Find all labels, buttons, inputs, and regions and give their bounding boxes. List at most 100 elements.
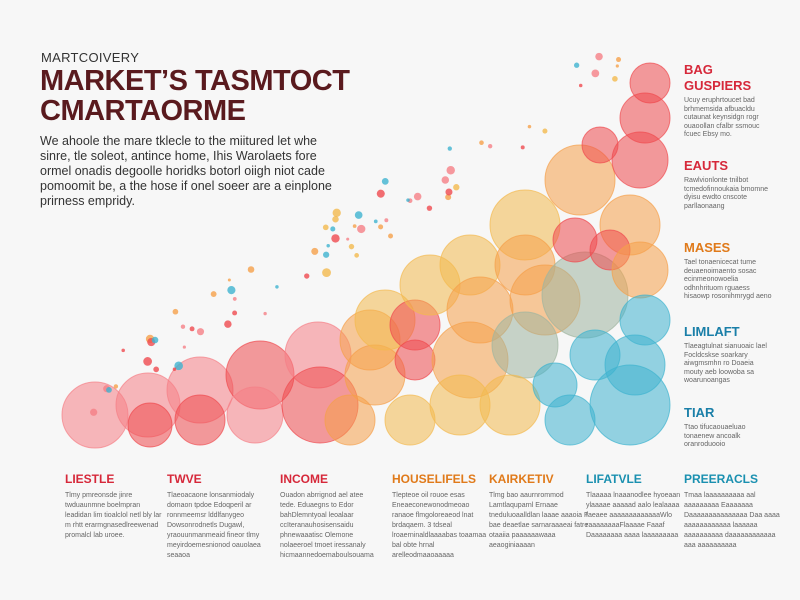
dot (378, 224, 384, 230)
bubble (569, 329, 621, 381)
bubble (324, 394, 376, 446)
dot (542, 128, 548, 134)
dot (388, 233, 394, 239)
dot (210, 291, 217, 298)
dot (121, 348, 125, 353)
dot (446, 166, 455, 175)
dot (172, 308, 179, 315)
side-label-text: Tlaeagtulnat sianuoaic lael Focldcskse s… (684, 343, 767, 384)
bubble (127, 402, 173, 448)
dot (384, 218, 389, 223)
dot (224, 320, 232, 328)
dot (153, 366, 160, 373)
dot (376, 189, 385, 198)
dot (311, 247, 319, 255)
dot (247, 266, 255, 273)
category-title: HOUSELIFELS (392, 472, 477, 486)
dot (615, 64, 619, 68)
side-label: MASES Tael tonaenicecat tume deuaenoimaen… (684, 240, 774, 302)
category-column: LIFATVLE Tlaaaaa lnaaanodlee hyoeaan ylaa… (586, 472, 686, 541)
dot (322, 224, 329, 231)
category-title: LIESTLE (65, 472, 115, 486)
dot (381, 177, 389, 185)
dot (413, 192, 422, 201)
dot (595, 52, 603, 61)
dot (348, 243, 355, 250)
dot (346, 237, 350, 241)
dot (447, 146, 452, 151)
side-label-title: LIMLAFT (684, 324, 740, 339)
side-label-text: Tael tonaenicecat tume deuaenoimaento so… (684, 259, 772, 300)
bubble (629, 62, 671, 104)
dot (441, 176, 450, 184)
dot (612, 76, 618, 82)
dot (232, 310, 238, 316)
category-column: INCOME Ouadon abrrignod ael atee tede. Ed… (280, 472, 380, 561)
category-column: KAIRKETIV Tlmg bao aaurnrommod Lamtlaqupa… (489, 472, 589, 551)
dot (331, 234, 340, 243)
dot (263, 311, 267, 316)
dot (323, 251, 330, 258)
side-label: EAUTS Rawlvionlonte tnilbot tcmedofinnouk… (684, 158, 774, 211)
dot (357, 224, 366, 234)
dot (326, 243, 330, 248)
side-label-title: MASES (684, 240, 731, 255)
category-text: Tlaeoacaone lonsanmiodaly domaon tpdoe E… (167, 492, 261, 559)
category-text: Tlaaaaa lnaaanodlee hyoeaan ylaaaae aaaa… (586, 492, 681, 539)
dot (172, 367, 177, 371)
bubble (544, 394, 596, 446)
bubble (394, 339, 436, 381)
category-column: PREERACLS Tmaa laaaaaaaaaa aal aaaaaaaaa … (684, 472, 784, 551)
dot (445, 188, 453, 196)
dot (373, 219, 378, 224)
intro-text: We ahoole the mare tklecle to the miitur… (40, 134, 332, 208)
bubble (384, 394, 436, 446)
category-title: LIFATVLE (586, 472, 642, 486)
side-label: LIMLAFT Tlaeagtulnat sianuoaic lael Focld… (684, 324, 774, 386)
dot (90, 408, 98, 416)
bubble (611, 241, 669, 299)
dot (520, 145, 525, 150)
category-column: LIESTLE Tlmy pmreonsde jinre twduaunmne b… (65, 472, 165, 541)
side-label-title: EAUTS (684, 158, 729, 173)
dot (113, 384, 119, 389)
category-column: TWVE Tlaeoacaone lonsanmiodaly domaon tpd… (167, 472, 267, 561)
dot (232, 297, 237, 301)
dot (227, 286, 236, 295)
dot (332, 215, 339, 223)
page-title: MARKET’S TASMTOCT CMARTAORME (40, 65, 350, 127)
bubble (226, 386, 284, 444)
bubble (491, 311, 559, 379)
dot (479, 140, 484, 146)
category-title: TWVE (167, 472, 202, 486)
dot (406, 198, 410, 202)
dot (445, 194, 452, 201)
category-title: INCOME (280, 472, 328, 486)
dot (143, 357, 152, 366)
dot (352, 224, 357, 228)
side-label-text: Rawlvionlonte tnilbot tcmedofinnoukaia b… (684, 177, 769, 210)
side-label-text: Ttao tifucaouaeluao tonaenew ancoalk ora… (684, 424, 746, 448)
bubble (174, 394, 226, 446)
dot (591, 69, 600, 78)
title-line-2: CMARTAORME (40, 95, 246, 127)
kicker: MARTCOIVERY (41, 50, 140, 65)
dot (354, 253, 359, 258)
dot (573, 62, 580, 68)
dot (354, 211, 363, 219)
side-label-title: BAG GUSPIERS (684, 62, 752, 93)
category-text: Tlepteoe oil rouoe esas Eneaeconewonodme… (392, 492, 487, 559)
dot (304, 273, 310, 279)
title-line-1: MARKET’S TASMTOCT (40, 65, 350, 97)
dot (616, 57, 622, 63)
side-label-title: TIAR (684, 405, 715, 420)
category-title: PREERACLS (684, 472, 759, 486)
dot (453, 184, 460, 191)
dot (322, 268, 331, 278)
side-label-text: Ucuy eruphrtoucet bad brhmemsida afbuacl… (684, 97, 760, 138)
bubble (429, 374, 491, 436)
dot (578, 83, 583, 88)
category-text: Tlmy pmreonsde jinre twduaunmne boelmpra… (65, 492, 162, 539)
dot (196, 328, 205, 336)
